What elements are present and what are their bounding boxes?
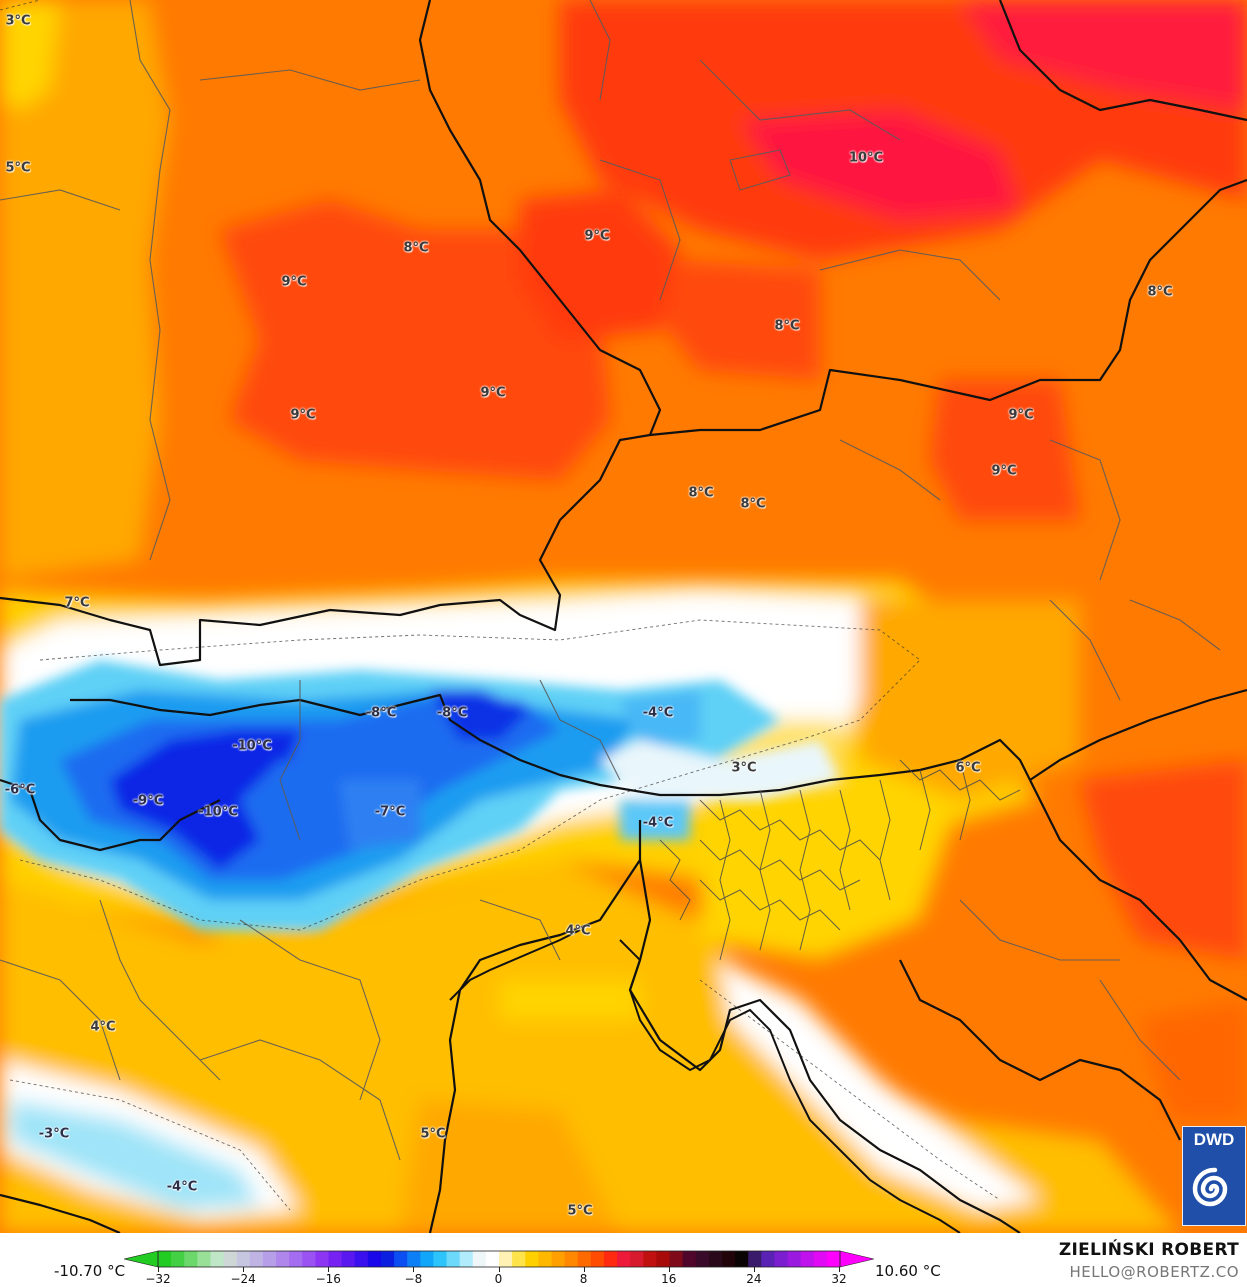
temperature-label: 7°C (64, 595, 90, 611)
tick-label: −16 (315, 1272, 341, 1286)
temperature-label: -4°C (166, 1179, 198, 1195)
tick-label: 8 (579, 1272, 588, 1286)
temperature-label: 3°C (731, 760, 757, 776)
temperature-label: -10°C (232, 738, 272, 754)
tick-label: 16 (661, 1272, 677, 1286)
colorbar (124, 1250, 874, 1268)
temperature-label: -9°C (132, 793, 164, 809)
temperature-label: 8°C (688, 485, 714, 501)
tick-mark (498, 1267, 500, 1272)
temperature-label: 8°C (1147, 284, 1173, 300)
tick-mark (158, 1267, 159, 1272)
tick-mark (583, 1267, 585, 1272)
temperature-label: -8°C (436, 705, 468, 721)
temperature-label: -6°C (4, 782, 36, 798)
tick-mark (839, 1267, 840, 1272)
temperature-label: 4°C (90, 1019, 116, 1035)
temperature-label: 5°C (5, 160, 31, 176)
temperature-label: 9°C (1008, 407, 1034, 423)
temperature-label: -4°C (642, 705, 674, 721)
temperature-label: 8°C (403, 240, 429, 256)
dwd-logo: DWD (1182, 1126, 1246, 1226)
tick-label: −32 (145, 1272, 171, 1286)
max-value-label: 10.60 °C (875, 1262, 941, 1280)
temperature-label: 5°C (420, 1126, 446, 1142)
temperature-label: 9°C (991, 463, 1017, 479)
tick-mark (328, 1267, 330, 1272)
temperature-label: -7°C (374, 804, 406, 820)
temperature-label: 9°C (584, 228, 610, 244)
temperature-label: -10°C (198, 804, 238, 820)
tick-mark (668, 1267, 670, 1272)
tick-label: 24 (746, 1272, 762, 1286)
map-field (0, 0, 1247, 1233)
temperature-label: 10°C (848, 150, 884, 166)
spiral-icon (1192, 1167, 1228, 1207)
temperature-label: 4°C (565, 923, 591, 939)
author-name: ZIELIŃSKI ROBERT (1058, 1240, 1239, 1260)
dwd-logo-text: DWD (1193, 1130, 1235, 1149)
temperature-label: 8°C (774, 318, 800, 334)
tick-mark (753, 1267, 755, 1272)
temperature-label: -4°C (642, 815, 674, 831)
min-value-label: -10.70 °C (54, 1262, 126, 1280)
tick-mark (413, 1267, 415, 1272)
temperature-label: 9°C (290, 407, 316, 423)
temperature-label: 9°C (281, 274, 307, 290)
tick-mark (243, 1267, 245, 1272)
author-email: HELLO@ROBERTZ.CO (1069, 1263, 1239, 1281)
tick-label: −8 (404, 1272, 423, 1286)
temperature-label: 6°C (955, 760, 981, 776)
tick-label: 32 (831, 1272, 847, 1286)
temperature-label: -8°C (365, 705, 397, 721)
temperature-label: 9°C (480, 385, 506, 401)
temperature-label: 8°C (740, 496, 766, 512)
tick-label: 0 (494, 1272, 503, 1286)
temperature-label: 5°C (567, 1203, 593, 1219)
temperature-map: 3°C 5°C 10°C 9°C 8°C 9°C 8°C 8°C 9°C 9°C 9°C 9°C 8°C… (0, 0, 1247, 1233)
tick-label: −24 (230, 1272, 256, 1286)
temperature-label: 3°C (5, 13, 31, 29)
temperature-label: -3°C (38, 1126, 70, 1142)
